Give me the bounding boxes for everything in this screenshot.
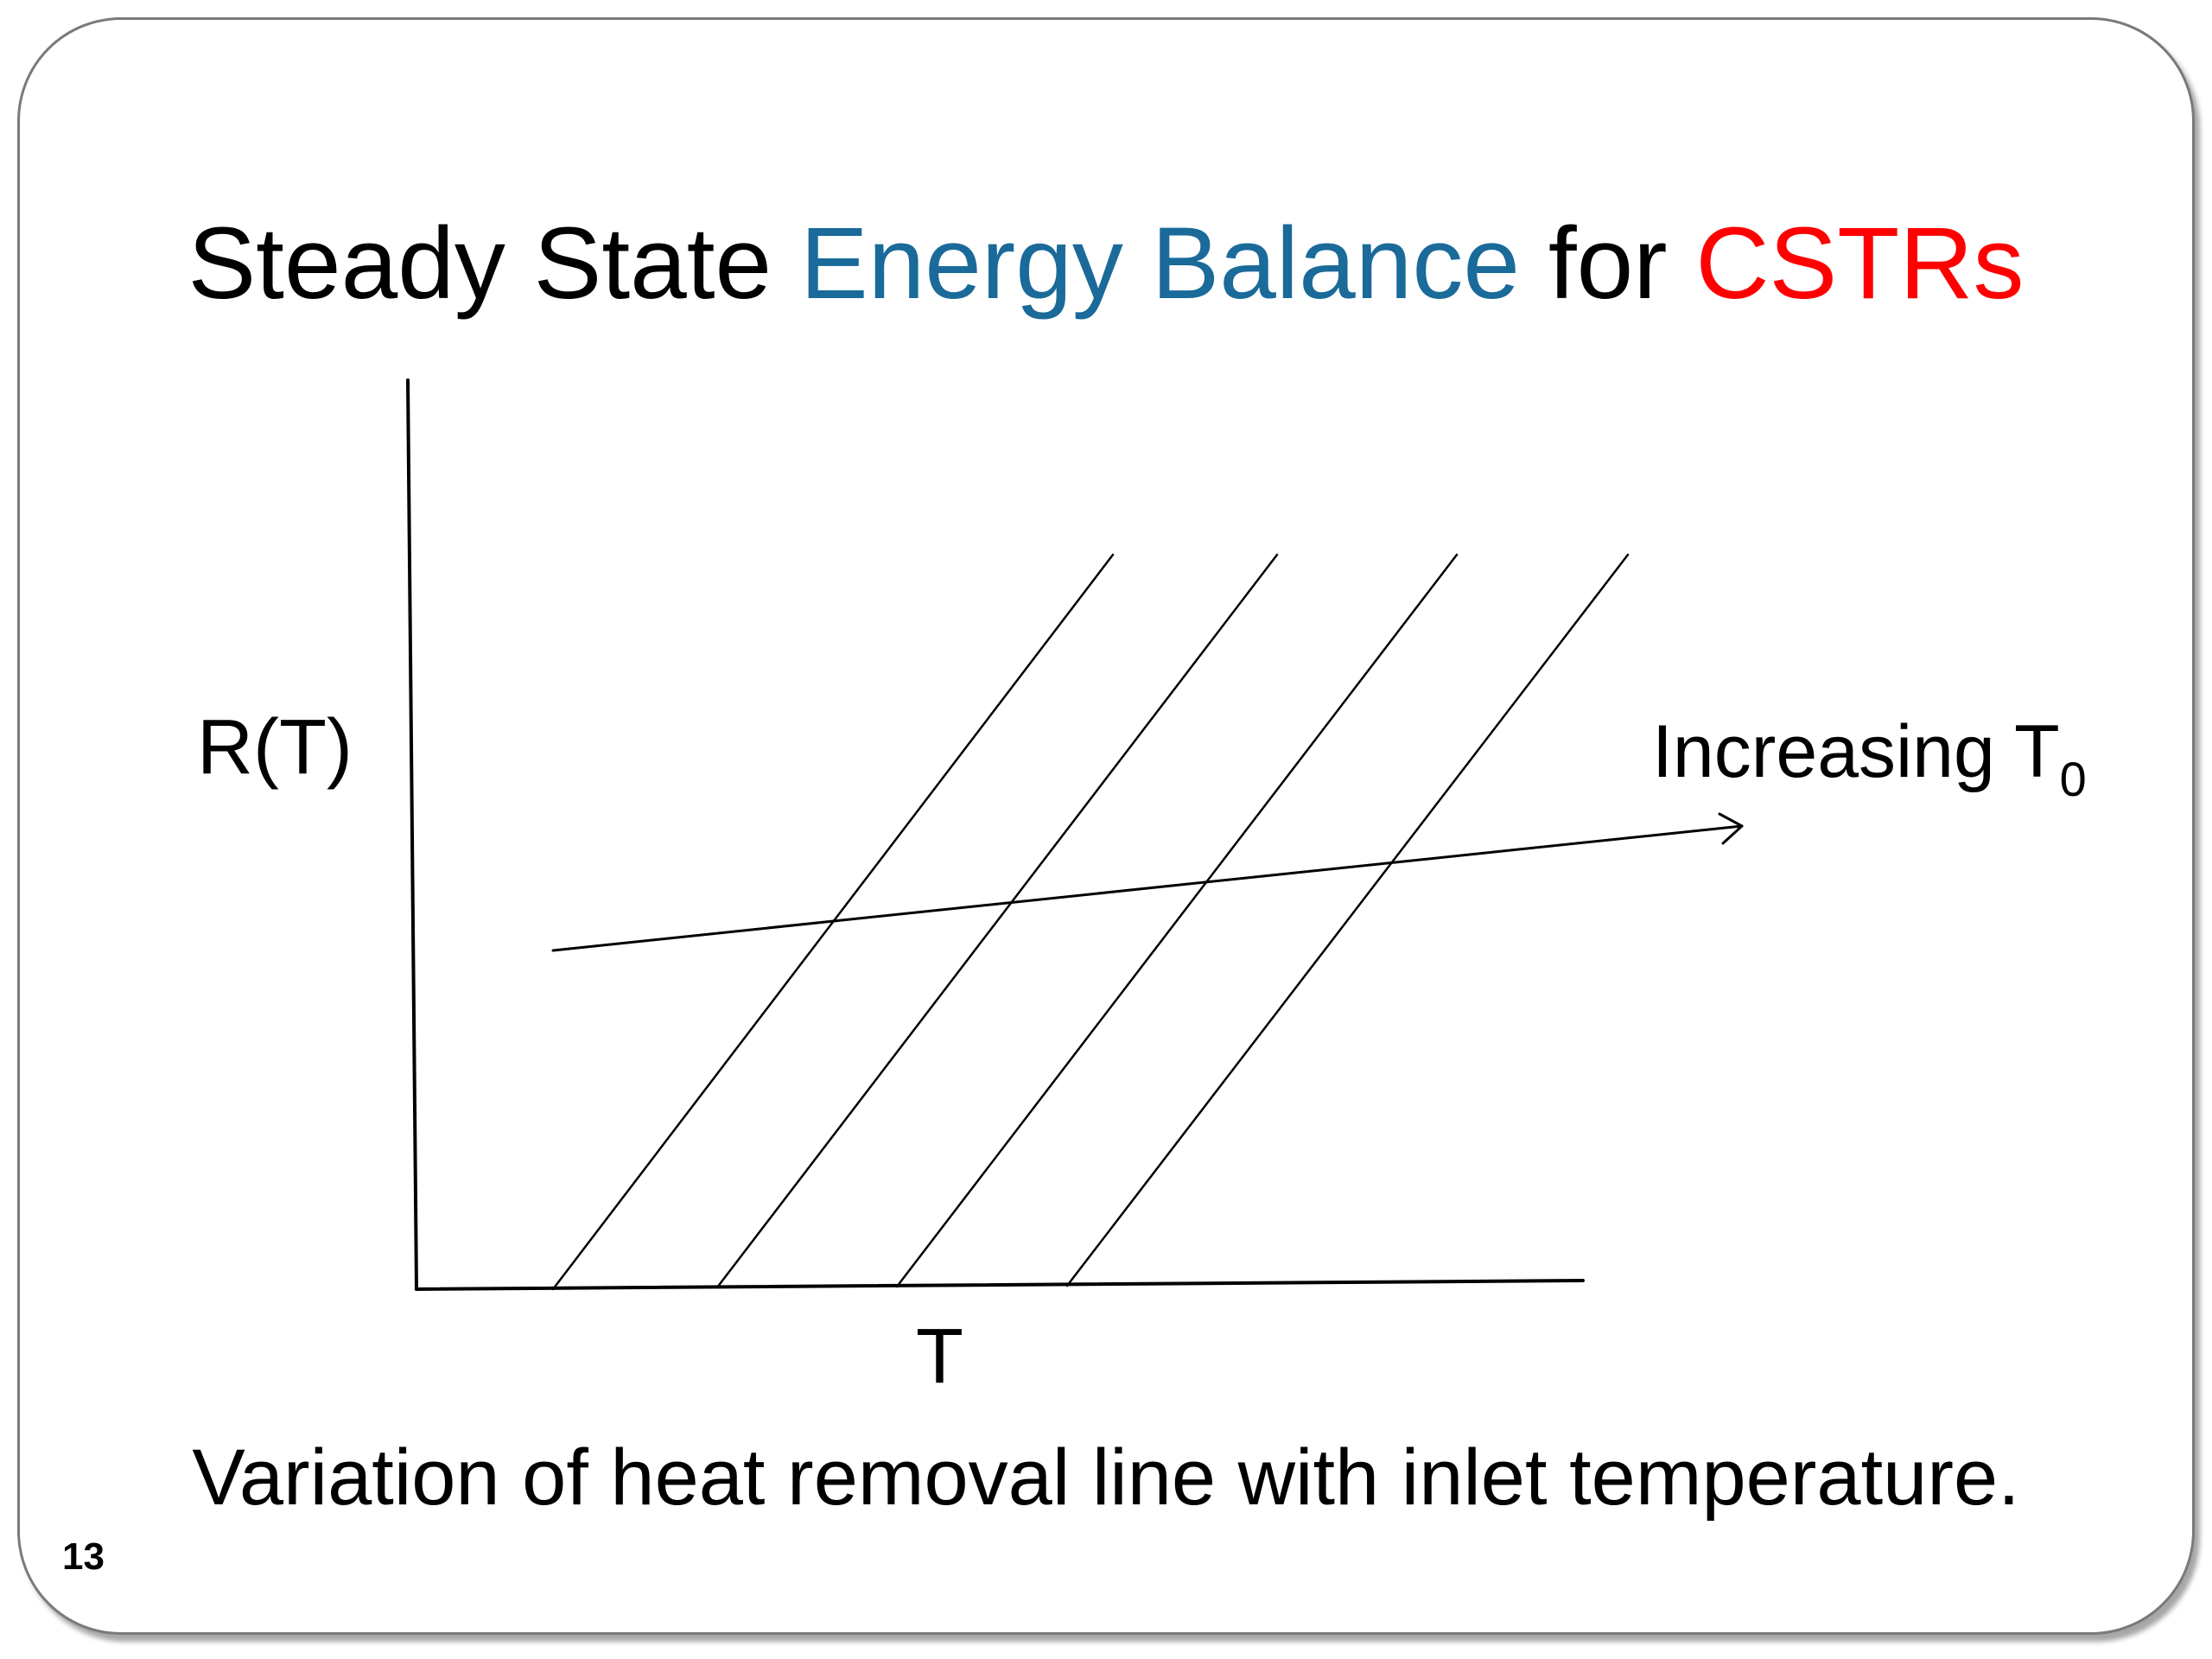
title-energy-balance: Energy Balance [799,207,1521,321]
title-steady-state: Steady State [188,207,800,321]
heat-removal-line-3 [895,553,1459,1288]
increasing-t0-label-subscript: 0 [2059,752,2087,806]
increasing-t0-label: Increasing T0 [1652,704,2087,804]
slide-number: 13 [62,1535,105,1578]
y-axis [406,378,418,1291]
title-for: for [1520,207,1696,321]
x-axis-label: T [916,1313,963,1400]
x-axis [415,1279,1585,1291]
increasing-t0-arrowhead [1718,812,1744,845]
increasing-t0-arrow-shaft [551,824,1744,952]
slide-title: Steady State Energy Balance for CSTRs [0,199,2212,328]
diagram-caption: Variation of heat removal line with inle… [192,1433,2020,1522]
heat-removal-line-4 [1065,553,1630,1287]
heat-removal-line-2 [715,553,1279,1289]
title-cstrs: CSTRs [1695,207,2024,321]
y-axis-label: R(T) [197,704,353,791]
increasing-t0-label-main: Increasing T [1652,710,2060,793]
slide-frame [17,17,2195,1635]
